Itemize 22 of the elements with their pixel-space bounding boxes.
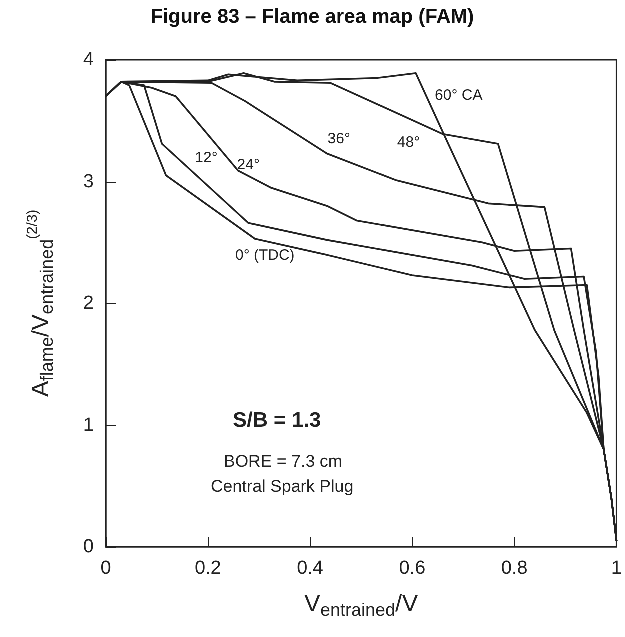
series-label: 36° (328, 130, 350, 148)
y-axis-title: Aflame/Ventrained(2/3) (25, 210, 57, 398)
annotation: Central Spark Plug (211, 477, 354, 496)
y-tick-label: 1 (83, 414, 94, 436)
x-tick-label: 0.8 (501, 558, 528, 579)
y-tick-label: 0 (83, 536, 94, 558)
series-label: 0° (TDC) (235, 246, 295, 264)
x-tick-label: 0 (100, 558, 112, 579)
y-tick-label: 3 (83, 171, 94, 192)
y-tick-label: 2 (83, 293, 94, 314)
x-tick-label: 0.2 (194, 558, 222, 579)
x-tick-label: 1 (611, 558, 622, 579)
series-label: 48° (397, 134, 420, 151)
series-label: 24° (237, 156, 260, 174)
x-tick-label: 0.4 (297, 558, 324, 579)
y-tick-label: 4 (83, 50, 94, 70)
x-tick-label: 0.6 (399, 558, 426, 579)
annotation: BORE = 7.3 cm (224, 452, 343, 471)
series-label: 60° CA (435, 86, 483, 104)
chart-title: Figure 83 – Flame area map (FAM) (150, 6, 474, 28)
annotation: S/B = 1.3 (233, 409, 322, 432)
series-label: 12° (195, 150, 218, 167)
